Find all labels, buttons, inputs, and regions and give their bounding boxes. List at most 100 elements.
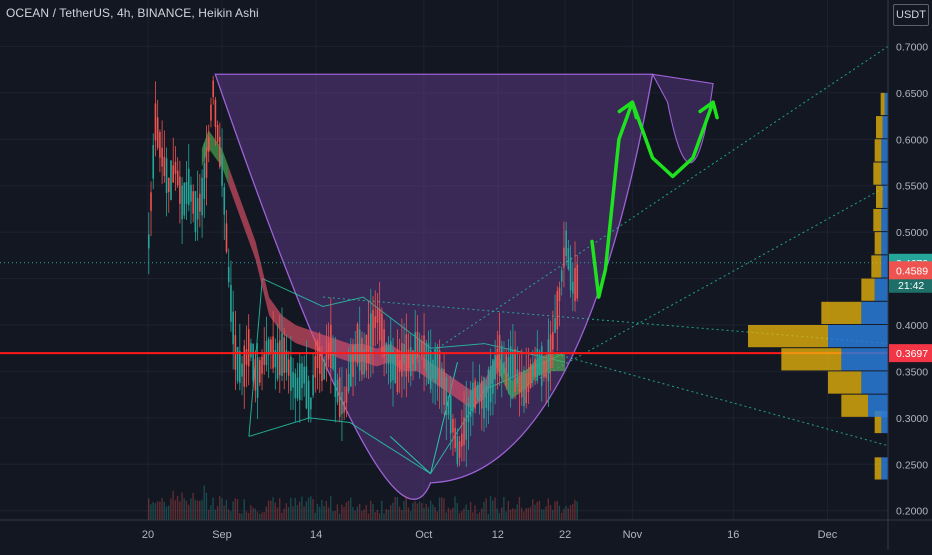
volume-bar (489, 496, 492, 520)
volume-bar (312, 499, 314, 520)
candle-body (396, 350, 399, 392)
volume-bar (398, 506, 401, 520)
volume-bar (507, 501, 510, 520)
candle-body (252, 343, 254, 382)
candle-body (314, 356, 317, 378)
volume-bar (265, 506, 268, 520)
candle-body (312, 374, 314, 396)
candle-body (345, 386, 348, 403)
volume-bar (443, 498, 445, 520)
candle-body (545, 361, 547, 378)
candle-body (207, 136, 210, 152)
volume-bar (187, 504, 190, 520)
candle-body (159, 132, 161, 158)
volume-bar (172, 490, 174, 520)
volume-bar (203, 485, 205, 520)
candle-body (432, 359, 434, 379)
volume-bar (532, 499, 534, 520)
volume-bar (216, 506, 219, 520)
candle-body (474, 380, 476, 409)
candle-body (161, 147, 163, 167)
candle-body (201, 177, 203, 216)
volume-bar (165, 506, 168, 520)
candle-body (489, 365, 492, 403)
candle-body (194, 191, 197, 233)
candle-body (239, 351, 241, 383)
candle-body (558, 287, 561, 301)
volume-profile-sell (881, 410, 888, 434)
candle-body (181, 185, 183, 220)
candle-body (534, 358, 536, 377)
volume-bar (263, 512, 265, 520)
candle-body (219, 136, 221, 168)
plot-area[interactable] (0, 46, 888, 520)
candle-body (398, 360, 401, 372)
candle-body (245, 349, 248, 365)
volume-bar (496, 508, 498, 520)
candle-body (467, 403, 470, 423)
volume-bar (523, 511, 525, 520)
candle-body (378, 308, 381, 341)
volume-bar (159, 501, 161, 520)
candle-body (423, 335, 425, 369)
candle-body (476, 385, 479, 398)
candle-body (278, 340, 281, 376)
volume-bar (518, 497, 521, 520)
candle-body (179, 176, 181, 204)
volume-profile-sell (884, 92, 888, 116)
volume-bar (341, 504, 343, 520)
candle-body (327, 342, 330, 360)
volume-profile-sell (861, 371, 888, 394)
volume-bar (239, 513, 241, 520)
candle-body (565, 230, 567, 257)
volume-bar (378, 513, 381, 520)
volume-bar (183, 498, 185, 520)
candle-body (301, 363, 303, 389)
volume-bar (572, 504, 574, 520)
candle-body (154, 103, 157, 141)
candle-body (367, 323, 370, 364)
volume-bar (170, 498, 172, 520)
volume-bar (154, 503, 157, 520)
candle-body (492, 359, 494, 394)
volume-bar (563, 508, 565, 520)
volume-profile-sell (868, 394, 888, 417)
volume-bar (467, 510, 470, 520)
candle-body (503, 361, 505, 374)
candle-body (500, 345, 503, 378)
volume-bar (230, 511, 232, 520)
volume-bar (427, 506, 430, 520)
candle-body (569, 257, 572, 291)
currency-button[interactable]: USDT (893, 4, 929, 26)
candle-body (363, 349, 365, 375)
candle-body (523, 369, 525, 406)
candle-body (294, 373, 297, 399)
volume-bar (285, 503, 288, 520)
volume-profile-buy (781, 348, 842, 371)
volume-bar (254, 508, 256, 520)
candle-body (512, 349, 514, 379)
volume-bar (241, 513, 243, 520)
volume-profile-buy (861, 278, 875, 301)
candle-body (183, 182, 186, 216)
candle-body (330, 324, 332, 368)
volume-bar (278, 498, 281, 520)
volume-profile-sell (874, 278, 888, 301)
candle-body (352, 345, 354, 377)
volume-bar (434, 507, 436, 520)
volume-bar (536, 501, 538, 520)
volume-bar (447, 507, 450, 520)
candle-body (567, 248, 570, 270)
arrow-head (617, 100, 639, 120)
volume-bar (396, 496, 399, 520)
candle-body (165, 158, 168, 193)
volume-bar (305, 501, 308, 520)
candle-body (443, 368, 445, 405)
volume-bar (325, 501, 327, 520)
volume-bar (409, 511, 412, 520)
volume-bar (556, 500, 558, 520)
volume-bar (223, 505, 225, 520)
candle-body (505, 354, 508, 387)
